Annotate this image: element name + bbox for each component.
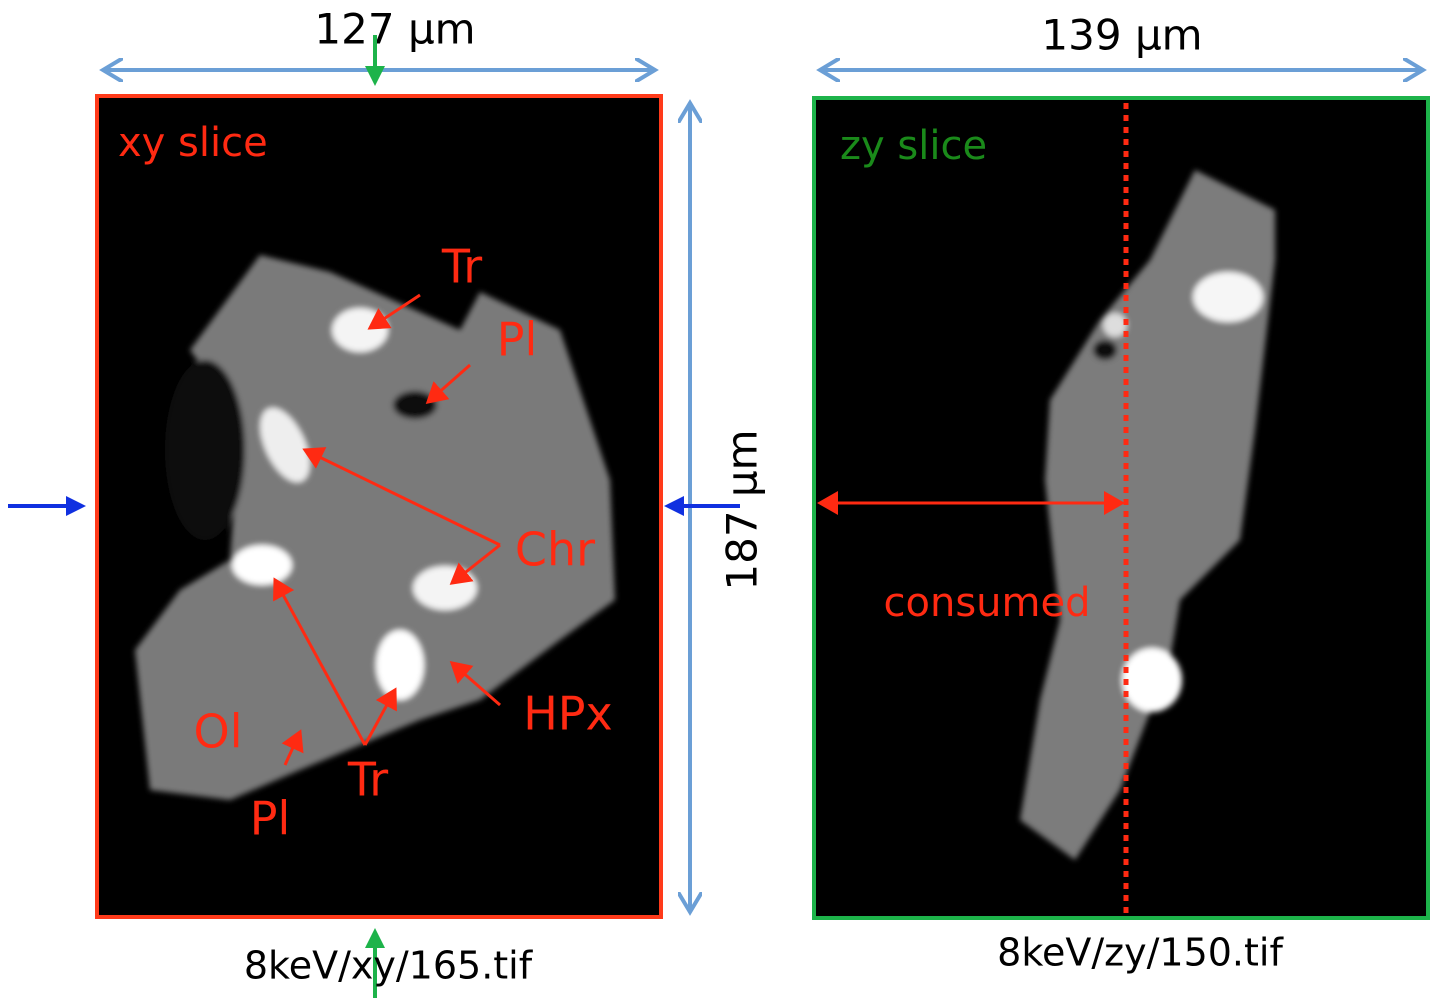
mineral-label: Tr [441,240,482,294]
zy-grain [1020,170,1275,860]
width-label: 139 μm [1041,11,1202,60]
file-name: 8keV/zy/150.tif [997,931,1284,975]
mineral-label: Tr [347,753,388,807]
mineral-label: HPx [523,687,613,741]
slice-label: zy slice [840,123,987,169]
annotation: consumed [884,580,1091,626]
xy-grain [135,255,615,800]
slice-label: xy slice [118,120,268,166]
mineral-label: Pl [497,313,538,367]
annotation-arrows [273,293,501,766]
file-name: 8keV/xy/165.tif [244,944,534,988]
mineral-label: Pl [250,792,291,846]
mineral-label: Chr [515,523,595,577]
mineral-label: Ol [194,705,243,759]
height-label: 187 μm [718,429,767,590]
width-label: 127 μm [314,5,475,54]
